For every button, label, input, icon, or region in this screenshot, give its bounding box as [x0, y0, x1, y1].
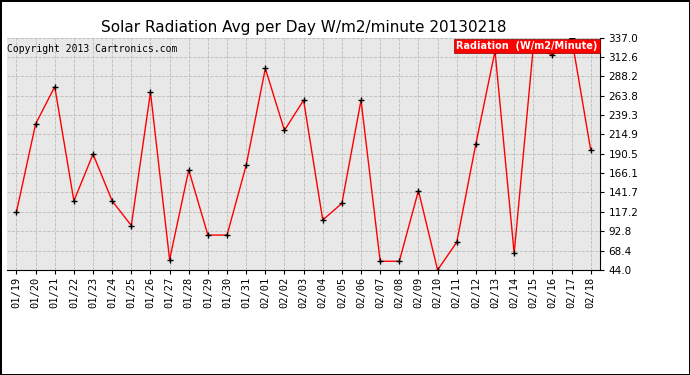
Text: Copyright 2013 Cartronics.com: Copyright 2013 Cartronics.com	[8, 45, 178, 54]
Text: Radiation  (W/m2/Minute): Radiation (W/m2/Minute)	[456, 41, 598, 51]
Title: Solar Radiation Avg per Day W/m2/minute 20130218: Solar Radiation Avg per Day W/m2/minute …	[101, 20, 506, 35]
